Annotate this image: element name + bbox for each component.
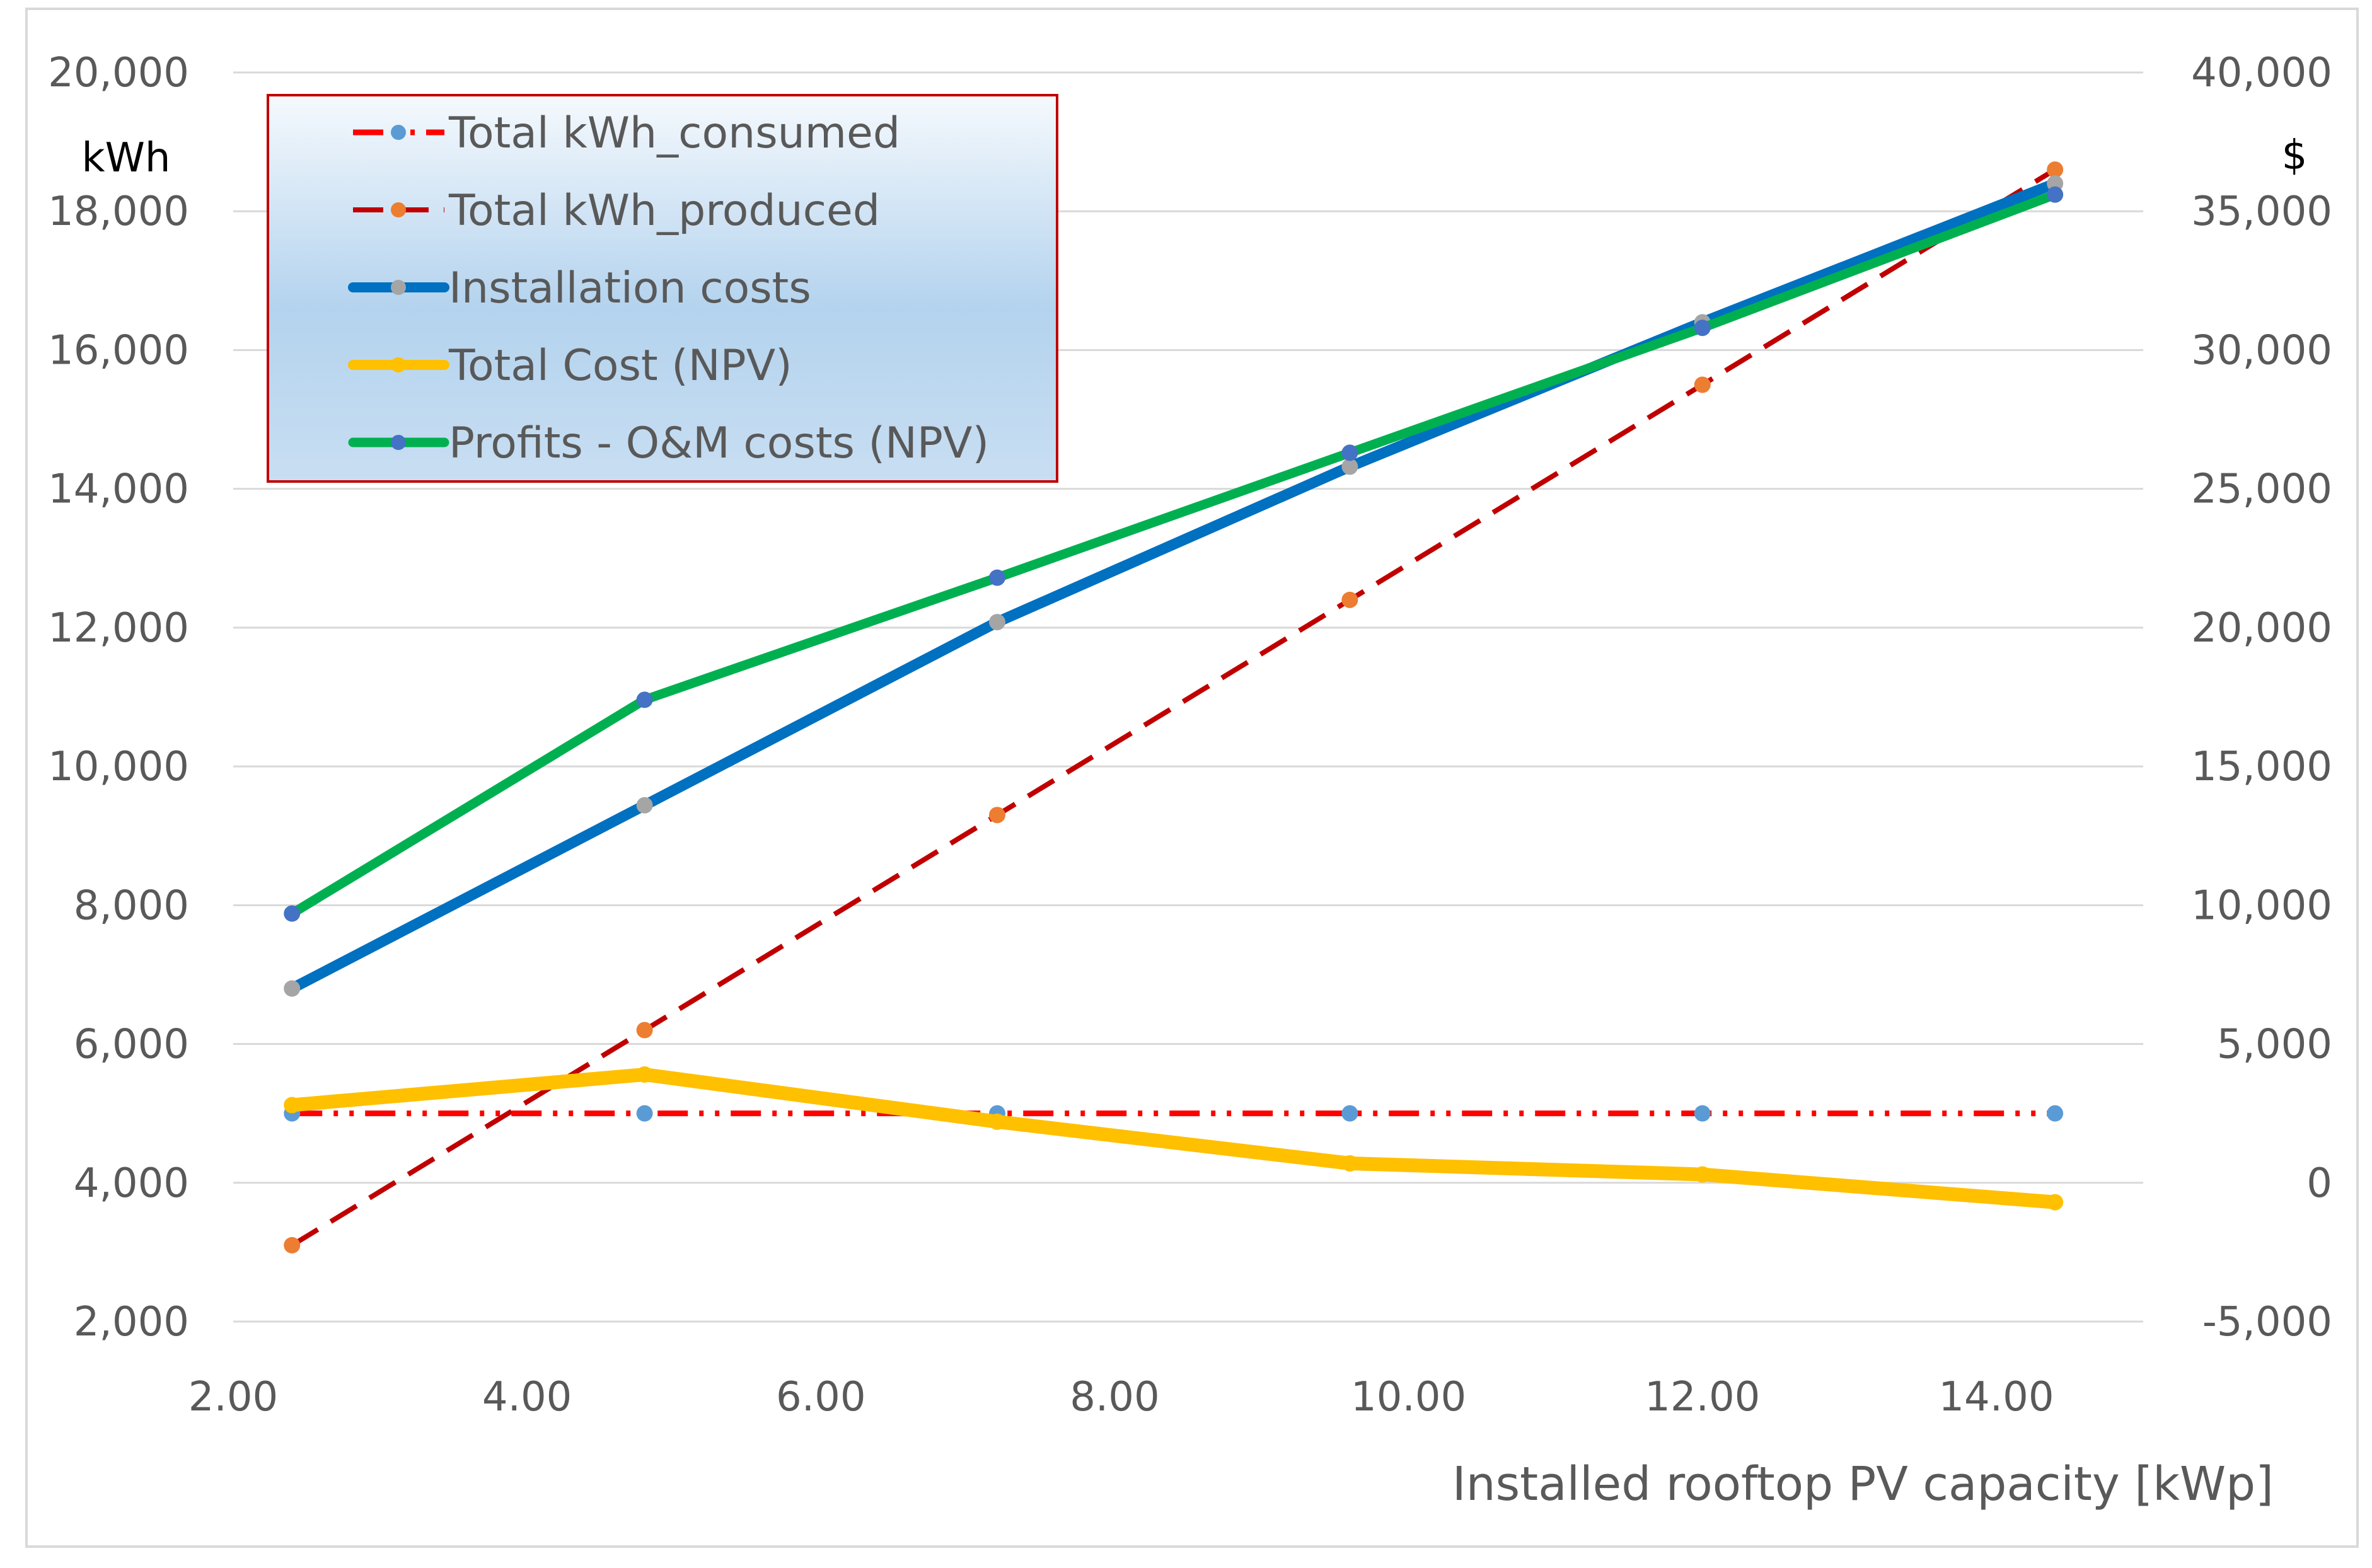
right-tick-label: 15,000 <box>2191 744 2332 790</box>
left-tick-label: 8,000 <box>74 882 189 929</box>
legend-item-total-cost-npv: Total Cost (NPV) <box>348 341 792 391</box>
legend-item-installation-costs: Installation costs <box>348 263 811 313</box>
legend-label-total-kwh-produced: Total kWh_produced <box>448 186 880 236</box>
x-tick-label: 12.00 <box>1645 1374 1760 1421</box>
left-tick-label: 18,000 <box>48 188 189 235</box>
data-point-total-kwh-consumed <box>636 1105 653 1122</box>
legend-item-profits-o-m-costs-npv: Profits - O&M costs (NPV) <box>348 418 989 468</box>
data-point-total-kwh-produced <box>636 1022 653 1039</box>
data-point-total-cost-npv <box>989 1113 1005 1130</box>
legend-marker-total-cost-npv <box>391 357 406 372</box>
legend-marker-installation-costs <box>391 280 406 295</box>
legend-label-total-cost-npv: Total Cost (NPV) <box>448 341 792 391</box>
right-tick-label: 0 <box>2306 1160 2332 1207</box>
left-tick-label: 6,000 <box>74 1022 189 1068</box>
series-total-cost-npv <box>284 1066 2064 1211</box>
x-tick-label: 6.00 <box>776 1374 866 1421</box>
legend-item-total-kwh-consumed: Total kWh_consumed <box>353 108 900 158</box>
data-point-total-kwh-produced <box>1341 591 1358 608</box>
data-point-total-cost-npv <box>2047 1194 2064 1211</box>
legend: Total kWh_consumed Total kWh_produced Inst… <box>267 94 1058 483</box>
data-point-total-kwh-produced <box>2047 161 2064 178</box>
data-point-total-kwh-produced <box>284 1237 301 1254</box>
data-point-installation-costs <box>636 797 653 814</box>
series-layer <box>284 161 2064 1254</box>
right-tick-label: 5,000 <box>2217 1022 2332 1068</box>
left-tick-label: 14,000 <box>48 466 189 513</box>
data-point-total-cost-npv <box>1694 1166 1711 1183</box>
legend-marker-total-kwh-produced <box>391 202 406 217</box>
right-tick-label: 30,000 <box>2191 327 2332 374</box>
right-tick-label: 20,000 <box>2191 605 2332 652</box>
data-point-total-kwh-produced <box>1694 376 1711 393</box>
data-point-total-kwh-produced <box>989 807 1005 824</box>
data-point-installation-costs <box>284 980 301 997</box>
x-tick-label: 8.00 <box>1070 1374 1160 1421</box>
left-axis-ticks: 2,000 4,000 6,000 8,000 10,000 12,000 14,000 16… <box>48 50 189 1346</box>
series-profits-o-m-costs-npv <box>284 186 2064 922</box>
left-tick-label: 12,000 <box>48 605 189 652</box>
legend-items: Total kWh_consumed Total kWh_produced Inst… <box>348 108 989 468</box>
left-tick-label: 4,000 <box>74 1160 189 1207</box>
legend-item-total-kwh-produced: Total kWh_produced <box>353 186 880 236</box>
data-point-total-cost-npv <box>636 1066 653 1083</box>
left-axis-unit: kWh <box>82 135 171 182</box>
legend-marker-profits-o-m-costs-npv <box>391 435 406 450</box>
legend-label-installation-costs: Installation costs <box>449 263 811 313</box>
x-axis-ticks: 2.00 4.00 6.00 8.00 10.00 12.00 14.00 <box>188 1374 2054 1421</box>
series-line-total-cost-npv <box>285 1068 2062 1209</box>
data-point-profits-o-m-costs-npv <box>284 905 301 922</box>
left-tick-label: 20,000 <box>48 50 189 96</box>
data-point-total-kwh-consumed <box>1341 1105 1358 1122</box>
data-point-total-cost-npv <box>1341 1155 1358 1172</box>
data-point-total-kwh-consumed <box>1694 1105 1711 1122</box>
data-point-profits-o-m-costs-npv <box>636 691 653 708</box>
right-tick-label: 35,000 <box>2191 188 2332 235</box>
data-point-profits-o-m-costs-npv <box>1341 444 1358 461</box>
x-axis-title: Installed rooftop PV capacity [kWp] <box>1452 1457 2274 1511</box>
x-tick-label: 2.00 <box>188 1374 279 1421</box>
right-axis-ticks: -5,000 0 5,000 10,000 15,000 20,000 25,000 30,0… <box>2191 50 2332 1346</box>
left-tick-label: 10,000 <box>48 744 189 790</box>
left-tick-label: 2,000 <box>74 1299 189 1346</box>
data-point-profits-o-m-costs-npv <box>1694 320 1711 337</box>
data-point-installation-costs <box>1341 458 1358 475</box>
series-line-installation-costs <box>286 178 2061 994</box>
legend-label-total-kwh-consumed: Total kWh_consumed <box>448 108 900 158</box>
x-tick-label: 10.00 <box>1351 1374 1466 1421</box>
series-line-total-kwh-produced <box>291 167 2057 1248</box>
series-total-kwh-produced <box>284 161 2064 1254</box>
right-axis-unit: $ <box>2282 132 2308 179</box>
data-point-profits-o-m-costs-npv <box>2047 186 2064 203</box>
x-tick-label: 14.00 <box>1938 1374 2054 1421</box>
left-tick-label: 16,000 <box>48 327 189 374</box>
right-tick-label: -5,000 <box>2202 1299 2332 1346</box>
series-line-profits-o-m-costs-npv <box>287 190 2060 919</box>
right-tick-label: 10,000 <box>2191 882 2332 929</box>
data-point-profits-o-m-costs-npv <box>989 569 1005 586</box>
data-point-installation-costs <box>989 614 1005 631</box>
data-point-total-kwh-consumed <box>2047 1105 2064 1122</box>
data-point-total-cost-npv <box>284 1097 301 1114</box>
x-tick-label: 4.00 <box>482 1374 572 1421</box>
legend-marker-total-kwh-consumed <box>391 125 406 140</box>
legend-label-profits-o-m-costs-npv: Profits - O&M costs (NPV) <box>449 418 989 468</box>
right-tick-label: 25,000 <box>2191 466 2332 513</box>
right-tick-label: 40,000 <box>2191 50 2332 96</box>
